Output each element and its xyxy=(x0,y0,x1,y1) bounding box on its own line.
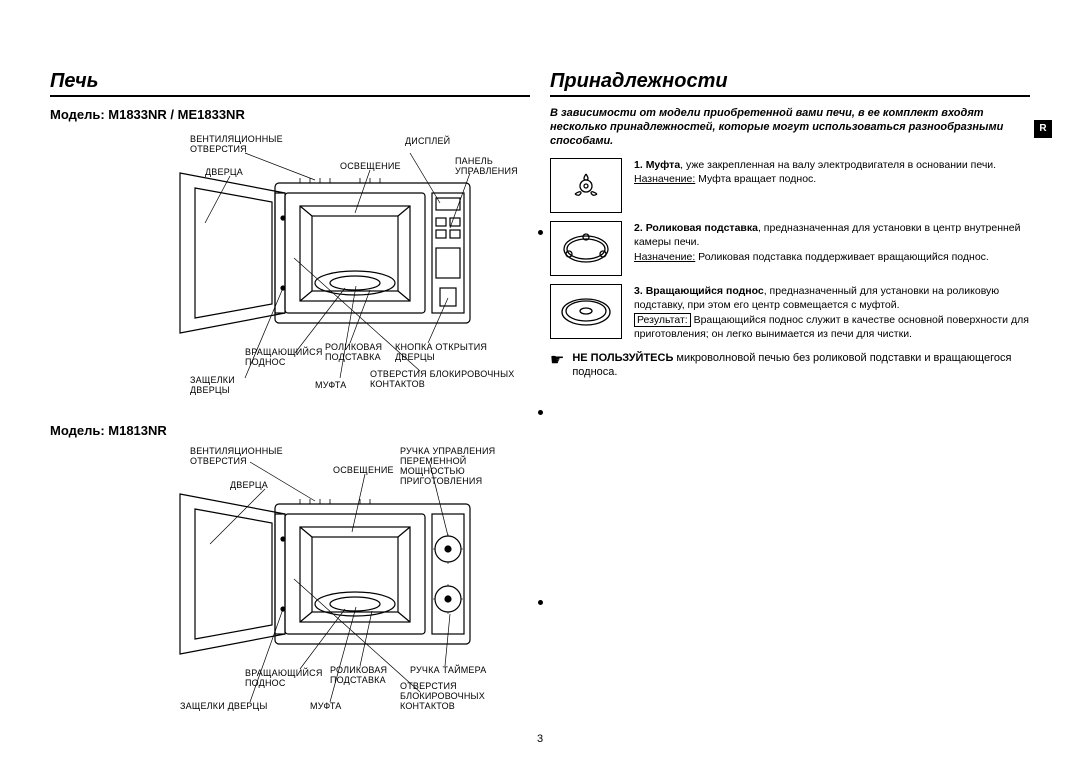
label-display-1: ДИСПЛЕЙ xyxy=(405,137,450,147)
label-coupling-2: МУФТА xyxy=(310,702,341,712)
label-coupling-1: МУФТА xyxy=(315,381,346,391)
accessory-2-text: 2. Роликовая подставка, предназначенная … xyxy=(634,221,1030,264)
label-door-1: ДВЕРЦА xyxy=(205,168,243,178)
label-roller-stand-2: РОЛИКОВАЯПОДСТАВКА xyxy=(330,666,387,686)
accessory-1: 1. Муфта, уже закрепленная на валу элект… xyxy=(550,158,1030,213)
diagram-1: ВЕНТИЛЯЦИОННЫЕОТВЕРСТИЯ ДВЕРЦА ДИСПЛЕЙ О… xyxy=(50,128,530,408)
accessory-3: 3. Вращающийся поднос, предназначенный д… xyxy=(550,284,1030,341)
label-door-2: ДВЕРЦА xyxy=(230,481,268,491)
accessory-2: 2. Роликовая подставка, предназначенная … xyxy=(550,221,1030,276)
label-open-button-1: КНОПКА ОТКРЫТИЯДВЕРЦЫ xyxy=(395,343,487,363)
left-column: Печь Модель: M1833NR / ME1833NR xyxy=(50,70,530,733)
label-lighting-2: ОСВЕЩЕНИЕ xyxy=(333,466,394,476)
label-lighting-1: ОСВЕЩЕНИЕ xyxy=(340,162,401,172)
warning-text: НЕ ПОЛЬЗУЙТЕСЬ микроволновой печью без р… xyxy=(572,351,1030,380)
label-vent-holes-2: ВЕНТИЛЯЦИОННЫЕОТВЕРСТИЯ xyxy=(190,447,283,467)
right-column: Принадлежности В зависимости от модели п… xyxy=(550,70,1030,733)
right-section-title: Принадлежности xyxy=(550,70,1030,97)
accessory-1-text: 1. Муфта, уже закрепленная на валу элект… xyxy=(634,158,1030,186)
model2-title: Модель: M1813NR xyxy=(50,423,530,438)
left-section-title: Печь xyxy=(50,70,530,97)
label-rotating-tray-1: ВРАЩАЮЩИЙСЯПОДНОС xyxy=(245,348,323,368)
label-rotating-tray-2: ВРАЩАЮЩИЙСЯПОДНОС xyxy=(245,669,323,689)
label-roller-stand-1: РОЛИКОВАЯПОДСТАВКА xyxy=(325,343,382,363)
accessories-intro: В зависимости от модели приобретенной ва… xyxy=(550,107,1030,148)
page: Печь Модель: M1833NR / ME1833NR xyxy=(0,0,1080,763)
page-number: 3 xyxy=(537,733,543,745)
roller-ring-icon xyxy=(550,221,622,276)
label-door-latches-2: ЗАЩЕЛКИ ДВЕРЦЫ xyxy=(180,702,268,712)
pointing-hand-icon: ☛ xyxy=(550,351,564,380)
coupling-icon xyxy=(550,158,622,213)
label-control-panel-1: ПАНЕЛЬУПРАВЛЕНИЯ xyxy=(455,157,518,177)
label-power-knob-2: РУЧКА УПРАВЛЕНИЯПЕРЕМЕННОЙМОЩНОСТЬЮПРИГО… xyxy=(400,447,495,487)
label-door-latches-1: ЗАЩЕЛКИДВЕРЦЫ xyxy=(190,376,235,396)
label-vent-holes-1: ВЕНТИЛЯЦИОННЫЕОТВЕРСТИЯ xyxy=(190,135,283,155)
label-timer-knob-2: РУЧКА ТАЙМЕРА xyxy=(410,666,486,676)
accessory-3-text: 3. Вращающийся поднос, предназначенный д… xyxy=(634,284,1030,341)
turntable-icon xyxy=(550,284,622,339)
r-tab-marker: R xyxy=(1034,120,1052,138)
label-interlock-holes-1: ОТВЕРСТИЯ БЛОКИРОВОЧНЫХКОНТАКТОВ xyxy=(370,370,514,390)
diagram-2: ВЕНТИЛЯЦИОННЫЕОТВЕРСТИЯ ОСВЕЩЕНИЕ ДВЕРЦА… xyxy=(50,444,530,729)
warning-row: ☛ НЕ ПОЛЬЗУЙТЕСЬ микроволновой печью без… xyxy=(550,351,1030,380)
label-interlock-holes-2: ОТВЕРСТИЯБЛОКИРОВОЧНЫХКОНТАКТОВ xyxy=(400,682,485,712)
model1-title: Модель: M1833NR / ME1833NR xyxy=(50,107,530,122)
